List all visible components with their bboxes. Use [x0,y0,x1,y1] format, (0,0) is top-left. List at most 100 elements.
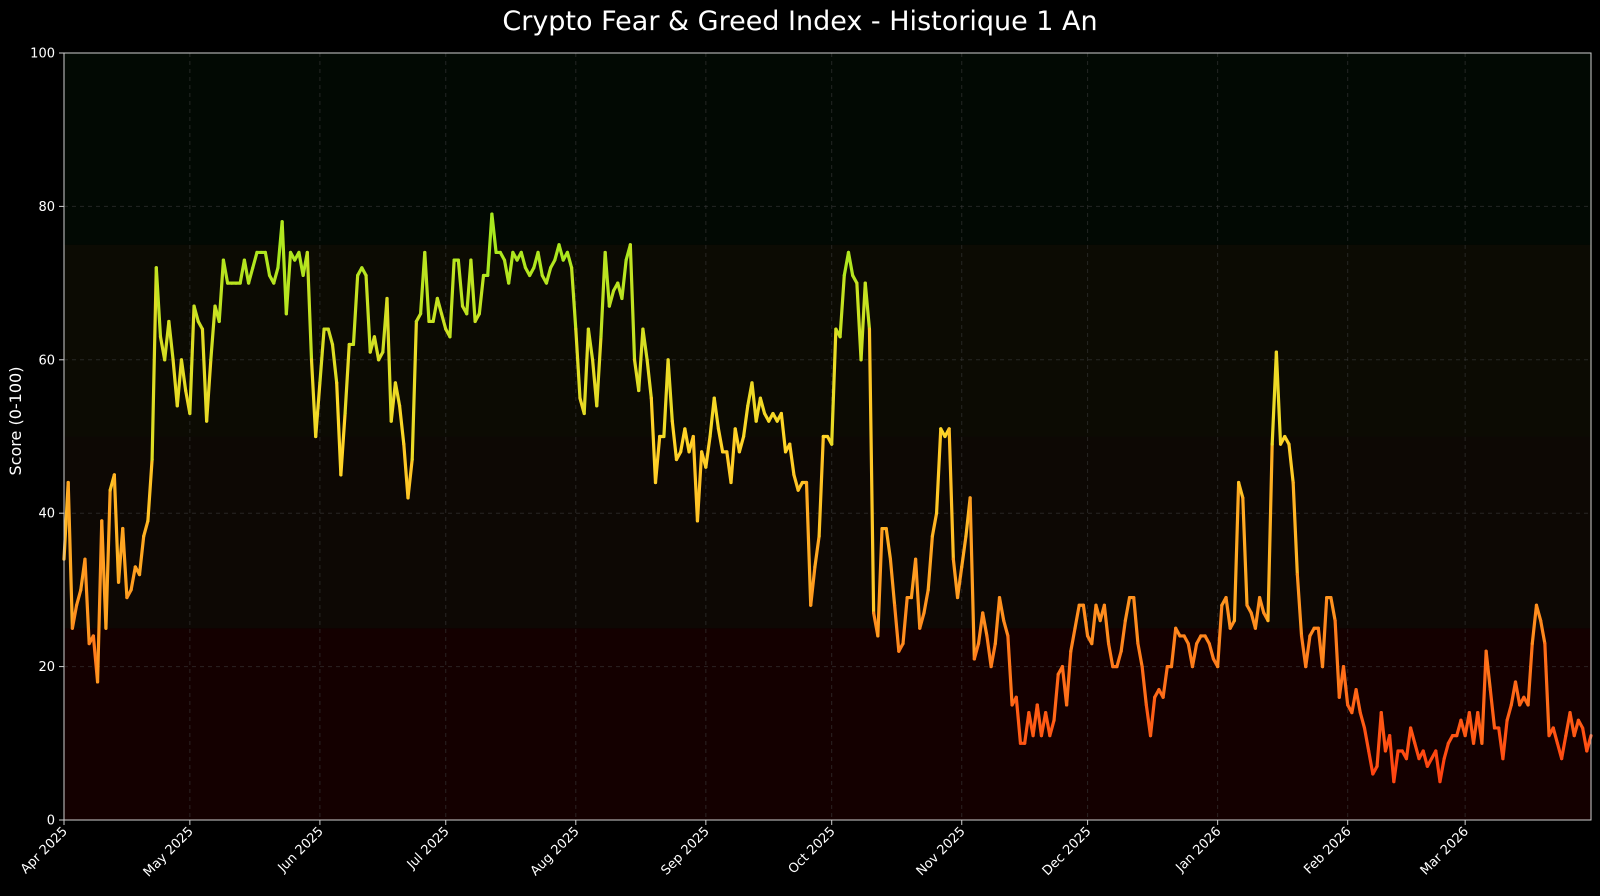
line-segment [330,342,339,385]
y-tick-label: 40 [38,507,55,522]
zone-band-2 [64,244,1591,437]
line-segment [1253,595,1262,630]
line-segment [1581,726,1589,753]
line-segment [1354,688,1362,715]
line-segment [1480,649,1488,745]
line-segment [398,404,406,446]
line-segment [1409,726,1417,745]
line-segment [628,243,637,362]
line-segment [1106,641,1115,669]
line-segment [1388,734,1396,784]
line-segment [74,588,83,607]
line-segment [1434,749,1442,784]
line-segment [1568,711,1576,738]
line-segment [137,534,146,577]
line-segment [637,327,645,393]
line-segment [221,258,230,285]
line-segment [1513,680,1522,707]
line-segment [649,396,658,485]
line-segment [1291,480,1299,577]
line-segment [104,488,112,630]
line-segment [272,266,280,285]
line-segment [477,273,486,316]
line-segment [838,273,846,339]
line-segment [1073,603,1081,630]
line-segment [1115,649,1123,669]
line-segment [989,641,997,669]
zone-band-1 [64,436,1591,629]
line-segment [918,611,926,630]
line-segment [1367,749,1375,776]
line-segment [1081,603,1090,638]
line-segment [1136,641,1144,669]
line-segment [406,457,414,500]
line-segment [607,289,616,308]
line-segment [519,250,528,270]
line-segment [792,473,800,492]
line-segment [670,419,679,462]
line-segment [129,565,137,592]
line-segment [200,327,209,423]
line-segment [1224,595,1232,630]
line-segment [1379,711,1388,753]
line-segment [167,319,175,362]
line-segment [326,327,335,347]
y-tick-label: 20 [38,660,55,675]
line-segment [1543,641,1551,738]
line-segment [653,434,662,485]
line-segment [179,358,188,393]
line-segment [318,327,326,385]
line-segment [817,434,825,538]
line-segment [645,358,653,400]
line-segment [1329,595,1337,623]
line-segment [1404,726,1413,761]
line-segment [1052,672,1060,722]
line-segment [385,296,393,423]
line-segment [536,250,544,278]
line-segment [469,258,477,324]
line-segment [1442,741,1450,761]
y-axis-label: Score (0-100) [6,367,25,476]
line-segment [976,611,985,646]
line-segment [343,342,351,416]
line-segment [95,519,104,684]
line-segment [263,250,272,278]
line-segment [205,358,213,423]
line-segment [582,327,590,416]
line-segment [1241,496,1249,607]
line-segment [1295,572,1304,638]
line-segment [1530,603,1539,646]
line-segment [893,603,901,653]
line-segment [544,266,553,285]
line-segment [1035,703,1044,738]
line-segment [1048,718,1056,738]
line-segment [1572,718,1581,738]
line-segment [1333,618,1341,699]
chart-title: Crypto Fear & Greed Index - Historique 1… [502,6,1097,37]
line-segment [620,258,628,301]
line-segment [339,411,347,477]
line-segment [888,557,897,607]
line-segment [146,457,154,523]
line-segment [641,327,649,362]
line-segment [150,266,158,462]
line-segment [830,327,838,446]
line-segment [926,534,934,592]
line-segment [209,304,217,362]
line-segment [1119,618,1127,653]
line-segment [393,381,402,408]
line-segment [1161,664,1169,699]
line-segment [305,250,314,362]
line-segment [389,381,398,423]
line-segment [309,358,318,439]
line-segment [758,396,767,416]
line-segment [574,327,582,400]
line-segment [246,266,255,285]
plot-frame [63,52,1592,821]
line-segment [1102,603,1111,646]
line-segment [280,220,288,316]
line-segment [217,258,226,324]
line-segment [1358,711,1367,730]
line-segment [867,327,876,615]
